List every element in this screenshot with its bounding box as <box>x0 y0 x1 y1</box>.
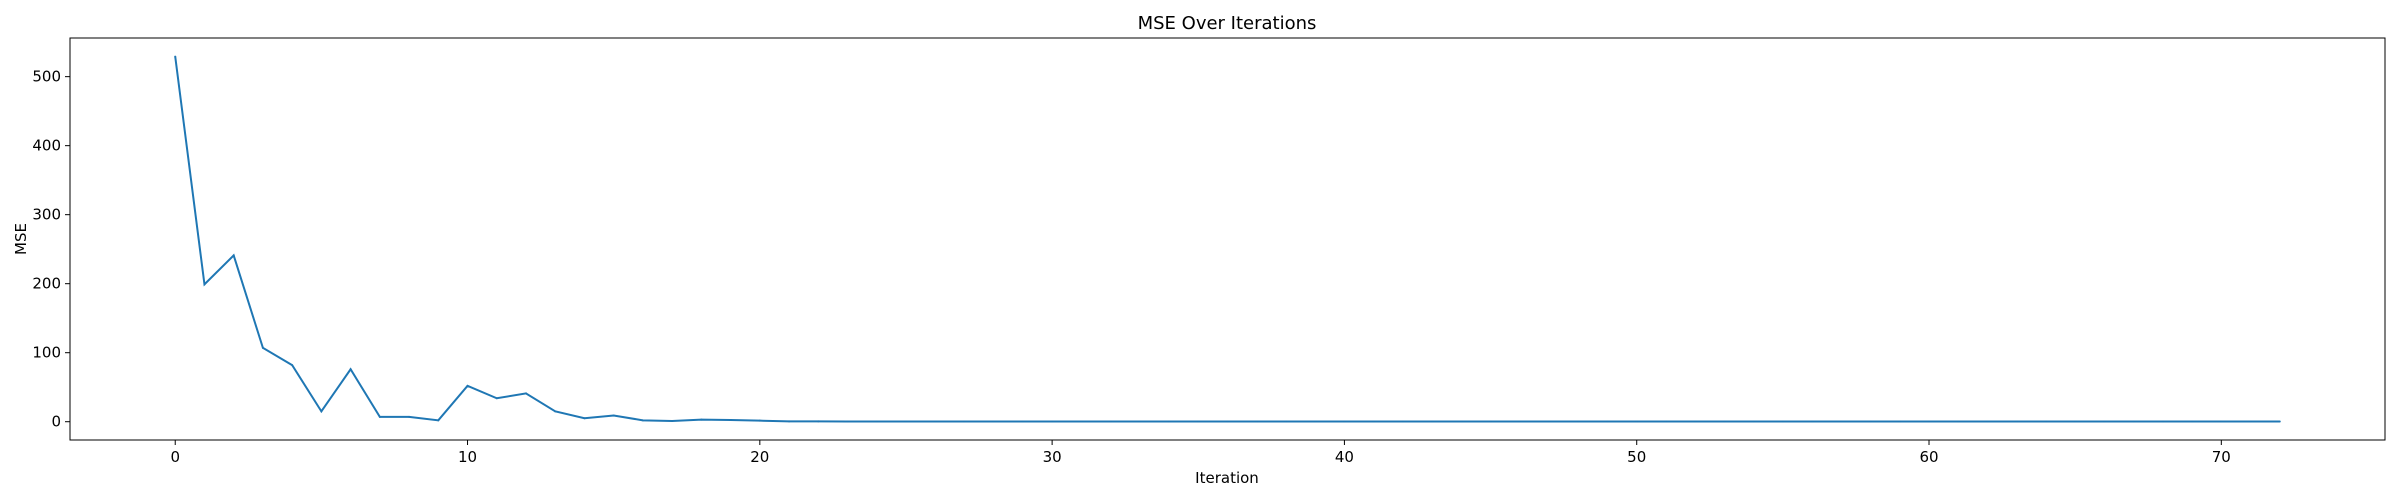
data-point <box>1518 420 1521 423</box>
data-point <box>1372 420 1375 423</box>
data-point <box>2249 420 2252 423</box>
data-point <box>1986 420 1989 423</box>
data-point <box>2044 420 2047 423</box>
data-point <box>1723 420 1726 423</box>
data-point <box>437 419 440 422</box>
data-point <box>1080 420 1083 423</box>
y-tick-label: 300 <box>32 206 61 224</box>
x-tick-label: 60 <box>1919 448 1938 466</box>
data-point <box>963 420 966 423</box>
data-point <box>1284 420 1287 423</box>
x-tick-label: 10 <box>458 448 477 466</box>
data-point <box>1548 420 1551 423</box>
data-point <box>1138 420 1141 423</box>
data-point <box>1109 420 1112 423</box>
plot-area-frame <box>69 37 2386 441</box>
data-point <box>1460 420 1463 423</box>
data-point <box>1694 420 1697 423</box>
data-point <box>466 384 469 387</box>
data-point <box>671 420 674 423</box>
data-point <box>1752 420 1755 423</box>
data-point <box>1343 420 1346 423</box>
data-point <box>320 410 323 413</box>
data-point <box>904 420 907 423</box>
data-point <box>1021 420 1024 423</box>
data-point <box>1664 420 1667 423</box>
data-point <box>992 420 995 423</box>
data-point <box>2220 420 2223 423</box>
data-point <box>408 415 411 418</box>
data-point <box>758 419 761 422</box>
x-tick-label: 40 <box>1335 448 1354 466</box>
data-point <box>1489 420 1492 423</box>
y-tick-label: 100 <box>32 344 61 362</box>
data-point <box>174 55 177 58</box>
x-tick-label: 20 <box>750 448 769 466</box>
data-point <box>378 415 381 418</box>
data-point <box>2191 420 2194 423</box>
mse-series-line <box>174 56 2280 423</box>
data-point <box>1401 420 1404 423</box>
data-point <box>232 254 235 257</box>
data-point <box>1781 420 1784 423</box>
data-point <box>1898 420 1901 423</box>
data-point <box>700 418 703 421</box>
data-point <box>1197 420 1200 423</box>
data-point <box>583 417 586 420</box>
data-point <box>1226 420 1229 423</box>
y-tick-label: 400 <box>32 137 61 155</box>
y-axis-label: MSE <box>12 223 30 255</box>
data-point <box>2103 420 2106 423</box>
data-point <box>1928 420 1931 423</box>
data-point <box>2132 420 2135 423</box>
x-tick-label: 70 <box>2212 448 2231 466</box>
x-tick-label: 50 <box>1627 448 1646 466</box>
data-point <box>729 418 732 421</box>
data-point <box>875 420 878 423</box>
data-point <box>2161 420 2164 423</box>
y-axis-ticks: 0 100 200 300 400 500 <box>32 68 70 431</box>
data-point <box>1431 420 1434 423</box>
data-point <box>1577 420 1580 423</box>
data-point <box>1811 420 1814 423</box>
data-point <box>349 368 352 371</box>
data-point <box>1314 420 1317 423</box>
data-point <box>291 364 294 367</box>
data-point <box>495 397 498 400</box>
data-point <box>641 419 644 422</box>
x-axis-label: Iteration <box>1195 469 1259 487</box>
data-point <box>1957 420 1960 423</box>
data-point <box>1840 420 1843 423</box>
data-point <box>554 410 557 413</box>
data-point <box>934 420 937 423</box>
data-point <box>1255 420 1258 423</box>
y-tick-label: 0 <box>51 413 61 431</box>
data-point <box>612 414 615 417</box>
data-point <box>261 346 264 349</box>
y-tick-label: 500 <box>32 68 61 86</box>
y-tick-label: 200 <box>32 275 61 293</box>
data-points <box>174 55 2281 423</box>
data-point <box>1606 420 1609 423</box>
data-point <box>846 420 849 423</box>
data-point <box>524 392 527 395</box>
data-point <box>817 420 820 423</box>
data-point <box>1635 420 1638 423</box>
x-tick-label: 30 <box>1043 448 1062 466</box>
chart-title: MSE Over Iterations <box>1138 13 1317 34</box>
data-point <box>1869 420 1872 423</box>
x-axis-ticks: 0 10 20 30 40 50 60 70 <box>170 440 2231 466</box>
data-point <box>2074 420 2077 423</box>
data-point <box>203 283 206 286</box>
data-point <box>2278 420 2281 423</box>
x-tick-label: 0 <box>170 448 180 466</box>
data-point <box>2015 420 2018 423</box>
data-point <box>1168 420 1171 423</box>
data-point <box>1051 420 1054 423</box>
data-point <box>788 420 791 423</box>
